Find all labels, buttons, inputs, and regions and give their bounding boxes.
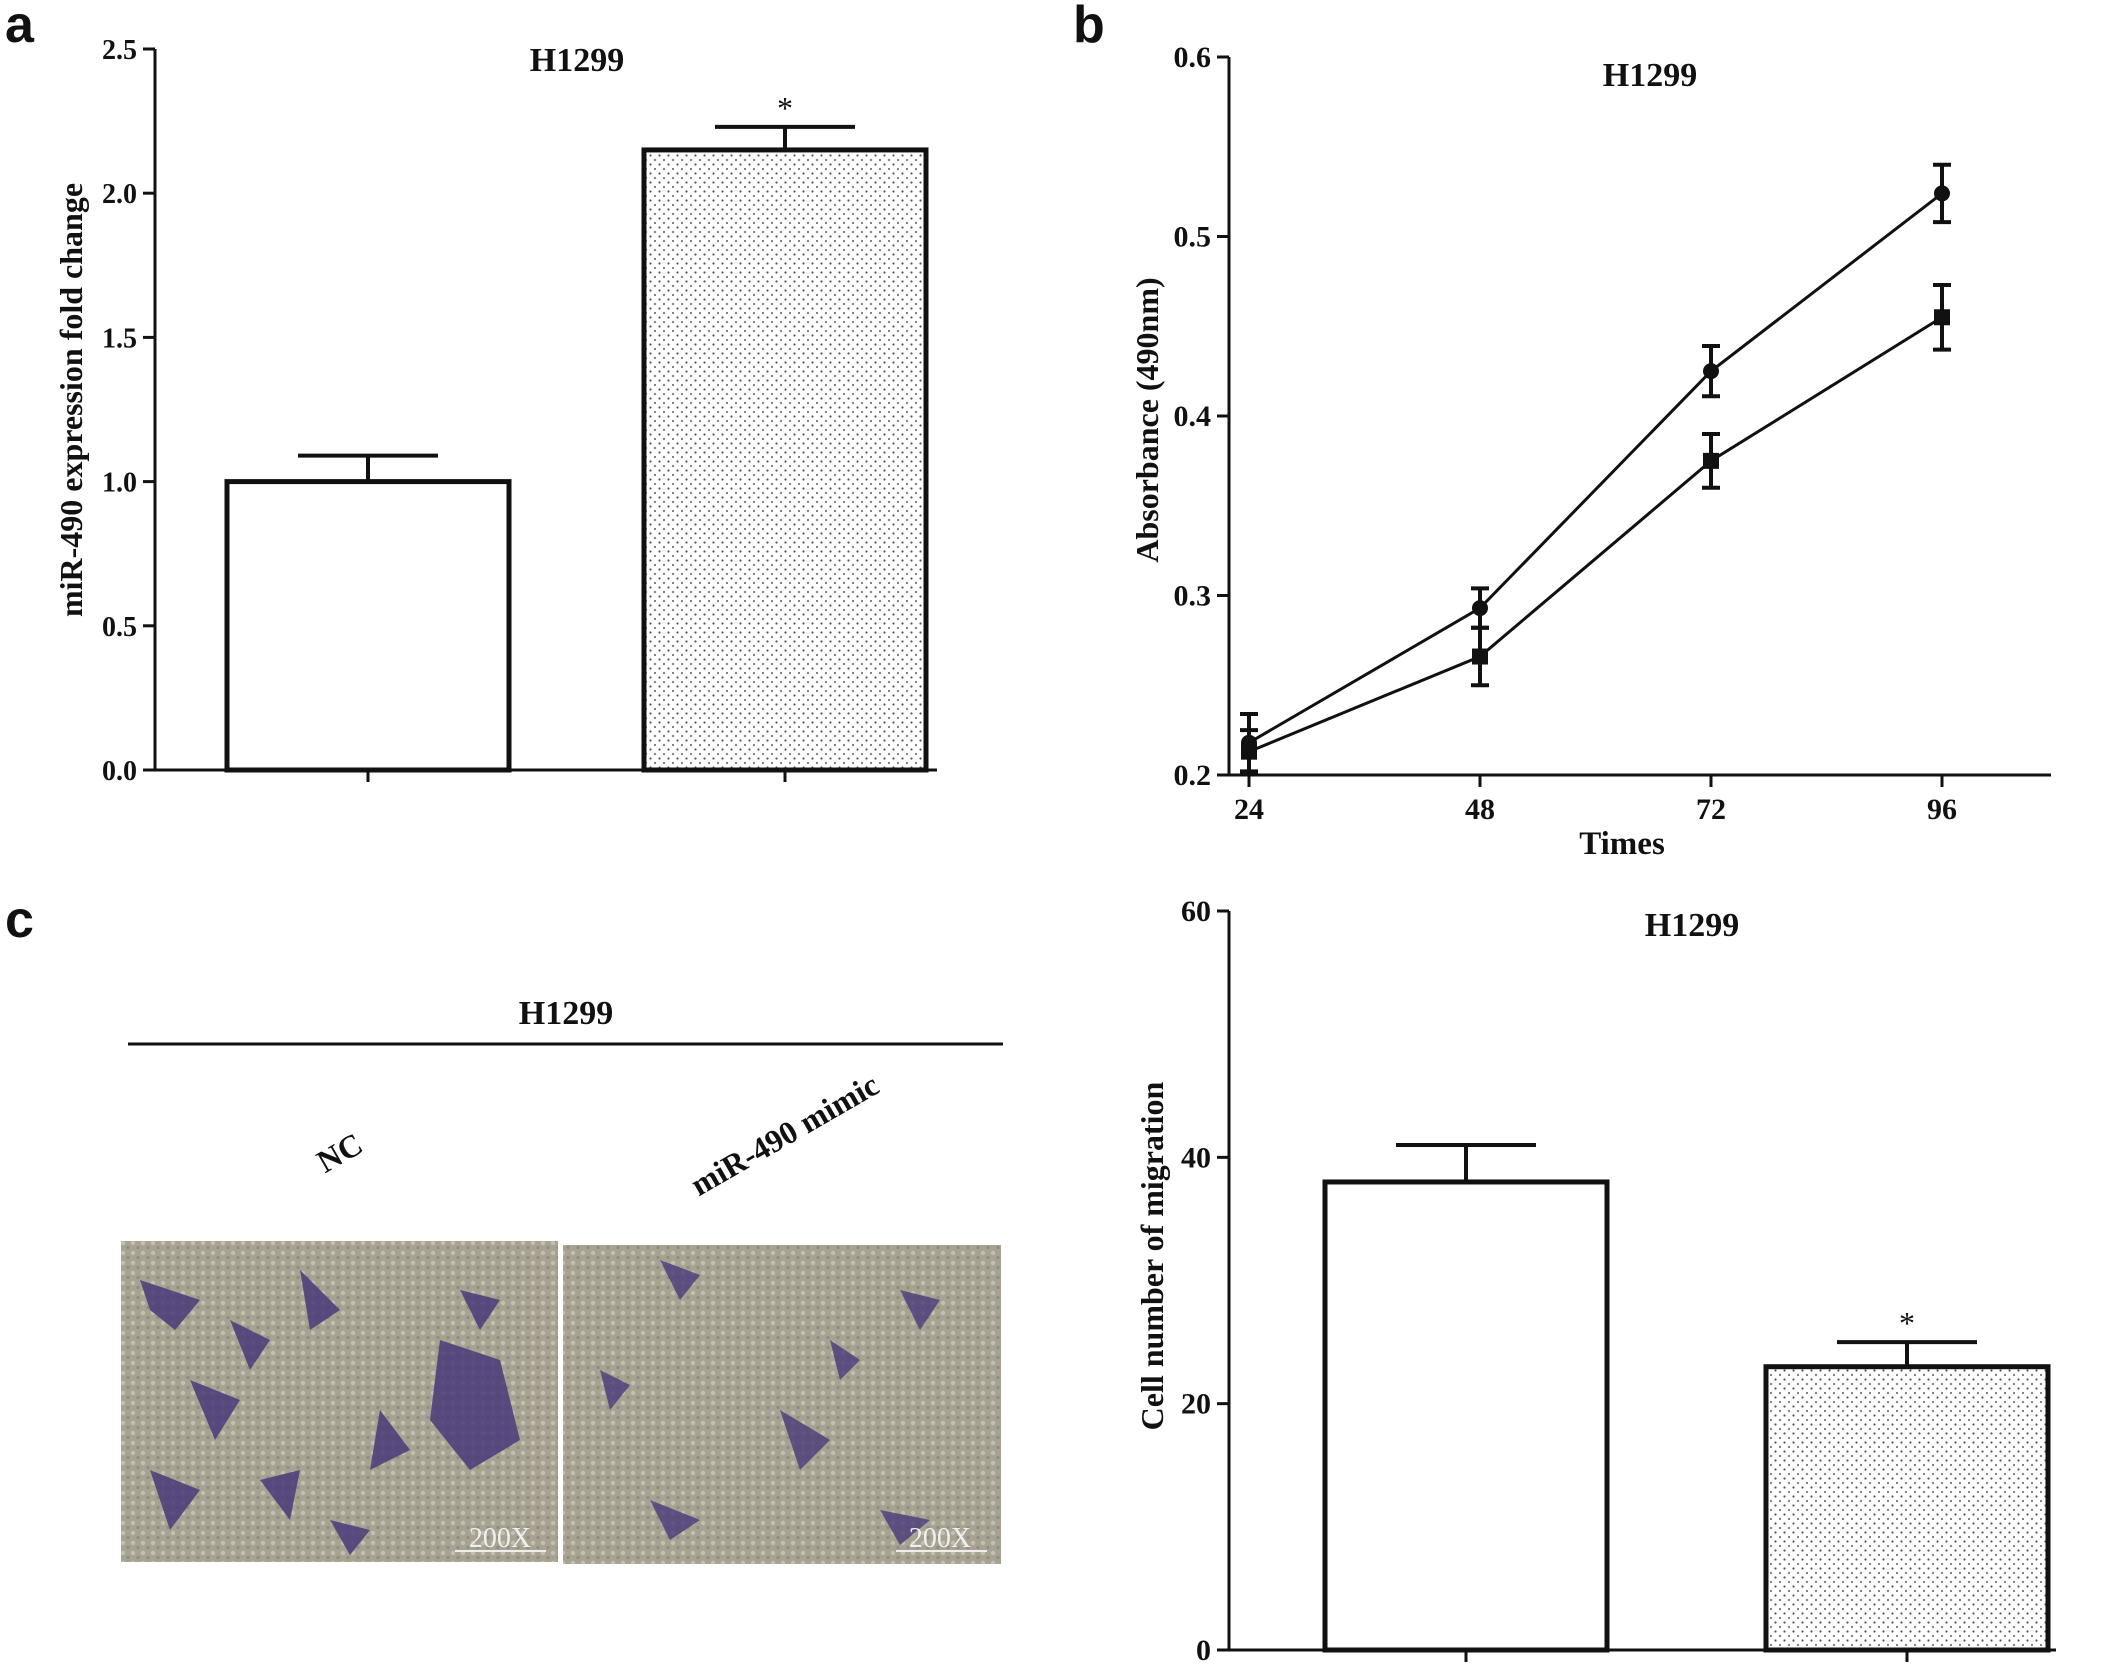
- panel-c-images: H1299 NC miR-490 mimic 200X: [121, 995, 1003, 1564]
- image-label-nc: NC: [310, 1125, 368, 1179]
- panel-c-header: H1299: [519, 995, 613, 1032]
- a-bar: [224, 479, 512, 773]
- chart-c-migration-bar: H1299 Cell number of migration 0 20 40 60 *: [1134, 895, 2056, 1664]
- b-x-tick-label: 48: [1465, 793, 1495, 826]
- c-bar: [1322, 1179, 1610, 1653]
- micrograph-mimic: 200X: [563, 1245, 1001, 1564]
- chart-c-title: H1299: [1645, 907, 1739, 944]
- b-x-tick-label: 96: [1927, 793, 1957, 826]
- b-x-tick-label: 72: [1696, 793, 1726, 826]
- chart-b-xlabel: Times: [1579, 826, 1665, 862]
- chart-a-ylabel: miR-490 expression fold change: [53, 183, 89, 617]
- b-point-square: [1241, 743, 1257, 760]
- panel-letter-a: a: [5, 0, 35, 54]
- a-y-tick-label: 1.5: [102, 323, 137, 354]
- b-y-tick-label: 0.6: [1174, 41, 1212, 74]
- chart-a-title: H1299: [530, 42, 624, 79]
- chart-c-ylabel: Cell number of migration: [1134, 1081, 1170, 1430]
- b-y-tick-label: 0.2: [1174, 759, 1212, 792]
- c-significance-label: *: [1899, 1305, 1915, 1341]
- b-point-square: [1703, 452, 1719, 469]
- a-y-tick-label: 2.0: [102, 179, 137, 210]
- b-point-square: [1472, 648, 1488, 665]
- scale-label-mimic: 200X: [909, 1523, 971, 1554]
- a-y-tick-label: 0.0: [102, 756, 137, 787]
- c-y-tick-label: 0: [1196, 1634, 1211, 1664]
- b-point-circle: [1934, 185, 1950, 202]
- panel-letter-b: b: [1073, 0, 1105, 54]
- chart-b-absorbance-line: H1299 Absorbance (490nm) Times 0.2 0.3 0.4…: [1129, 41, 2051, 862]
- panel-letter-c: c: [5, 891, 34, 949]
- micrograph-nc: 200X: [121, 1241, 558, 1562]
- c-y-tick-label: 40: [1181, 1141, 1211, 1174]
- chart-b-ylabel: Absorbance (490nm): [1129, 277, 1165, 562]
- b-y-tick-label: 0.3: [1174, 580, 1212, 613]
- a-y-tick-label: 2.5: [102, 35, 137, 66]
- c-bar: [1763, 1364, 2051, 1653]
- a-y-tick-label: 1.0: [102, 468, 137, 499]
- b-y-tick-label: 0.4: [1174, 400, 1212, 433]
- b-point-circle: [1703, 363, 1719, 380]
- a-y-tick-label: 0.5: [102, 612, 137, 643]
- c-y-tick-label: 20: [1181, 1388, 1211, 1421]
- a-bar: [641, 147, 929, 773]
- b-y-tick-label: 0.5: [1174, 221, 1212, 254]
- b-series-line: [1248, 192, 1943, 744]
- chart-b-title: H1299: [1603, 57, 1697, 94]
- chart-a-expression-bar: H1299 miR-490 expression fold change 0.0…: [53, 35, 937, 787]
- scale-label-nc: 200X: [469, 1523, 531, 1554]
- a-significance-label: *: [777, 90, 793, 126]
- b-point-circle: [1472, 600, 1488, 617]
- b-x-tick-label: 24: [1234, 793, 1264, 826]
- image-label-mimic: miR-490 mimic: [684, 1066, 884, 1202]
- b-point-square: [1934, 309, 1950, 326]
- b-series-line: [1248, 316, 1943, 754]
- c-y-tick-label: 60: [1181, 895, 1211, 928]
